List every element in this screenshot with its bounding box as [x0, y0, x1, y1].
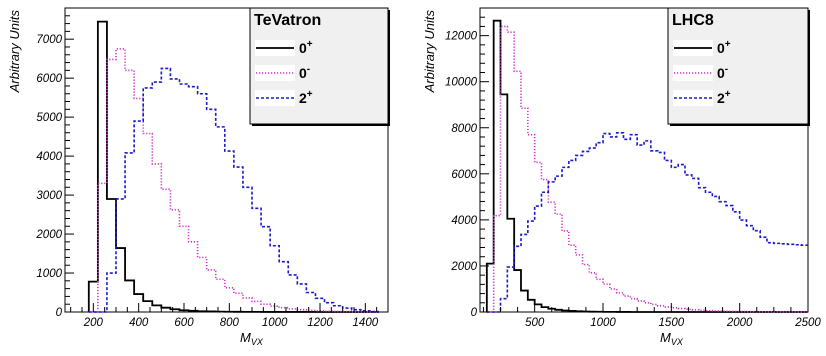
- y-axis-title: Arbitrary Units: [7, 10, 22, 94]
- legend-entry-label: 0+: [299, 39, 313, 56]
- legend-entry-label: 0-: [299, 64, 310, 81]
- legend-swatch-bg: [255, 90, 295, 106]
- y-tick-label: 12000: [445, 31, 478, 43]
- y-tick-label: 4000: [36, 151, 62, 163]
- x-tick-label: 2000: [726, 317, 753, 329]
- y-tick-label: 5000: [36, 112, 62, 124]
- legend-title: LHC8: [672, 12, 714, 29]
- x-tick-label: 800: [220, 317, 240, 329]
- y-tick-label: 8000: [451, 123, 477, 135]
- y-tick-label: 0: [471, 307, 478, 319]
- x-tick-label: 600: [174, 317, 194, 329]
- y-tick-label: 10000: [445, 77, 478, 89]
- x-tick-label: 200: [83, 317, 104, 329]
- x-tick-label: 1200: [307, 317, 333, 329]
- y-tick-label: 6000: [36, 73, 62, 85]
- y-tick-label: 2000: [450, 261, 477, 273]
- x-tick-label: 1000: [262, 317, 288, 329]
- legend-entry-label: 2+: [717, 89, 731, 106]
- histogram-series-2: [88, 67, 379, 313]
- y-tick-label: 0: [56, 307, 63, 319]
- legend-entry-label: 2+: [299, 89, 313, 106]
- y-tick-label: 3000: [36, 190, 62, 202]
- x-tick-label: 1000: [590, 317, 616, 329]
- histogram-series-2: [486, 132, 808, 313]
- x-tick-label: 2500: [794, 317, 821, 329]
- y-tick-label: 1000: [36, 268, 62, 280]
- x-tick-label: 1400: [353, 317, 379, 329]
- y-tick-label: 7000: [36, 34, 62, 46]
- legend-entry-label: 0+: [717, 39, 731, 56]
- histogram-series-1: [88, 48, 379, 313]
- y-axis-title: Arbitrary Units: [422, 10, 437, 94]
- legend-title: TeVatron: [254, 12, 321, 29]
- x-tick-label: 500: [525, 317, 545, 329]
- chart-panel-lhc8: 500 1000 1500 2000 2500 0 2000 4000 6000 8000 1000…: [422, 7, 821, 347]
- histogram-series-1: [486, 25, 808, 313]
- y-tick-label: 2000: [35, 229, 62, 241]
- x-tick-label: 1500: [659, 317, 685, 329]
- legend-swatch-bg: [673, 90, 713, 106]
- y-tick-label: 4000: [451, 215, 477, 227]
- legend: TeVatron 0+ 0- 2+: [249, 7, 390, 126]
- y-tick-label: 6000: [451, 169, 477, 181]
- chart-panel-tevatron: 200 400 600 800 1000 1200 1400 0 1000 2000 3000 400…: [7, 7, 390, 347]
- x-tick-label: 400: [129, 317, 149, 329]
- x-axis-title: MVX: [660, 330, 684, 347]
- legend-entry-label: 0-: [717, 64, 728, 81]
- x-axis-title: MVX: [240, 330, 264, 347]
